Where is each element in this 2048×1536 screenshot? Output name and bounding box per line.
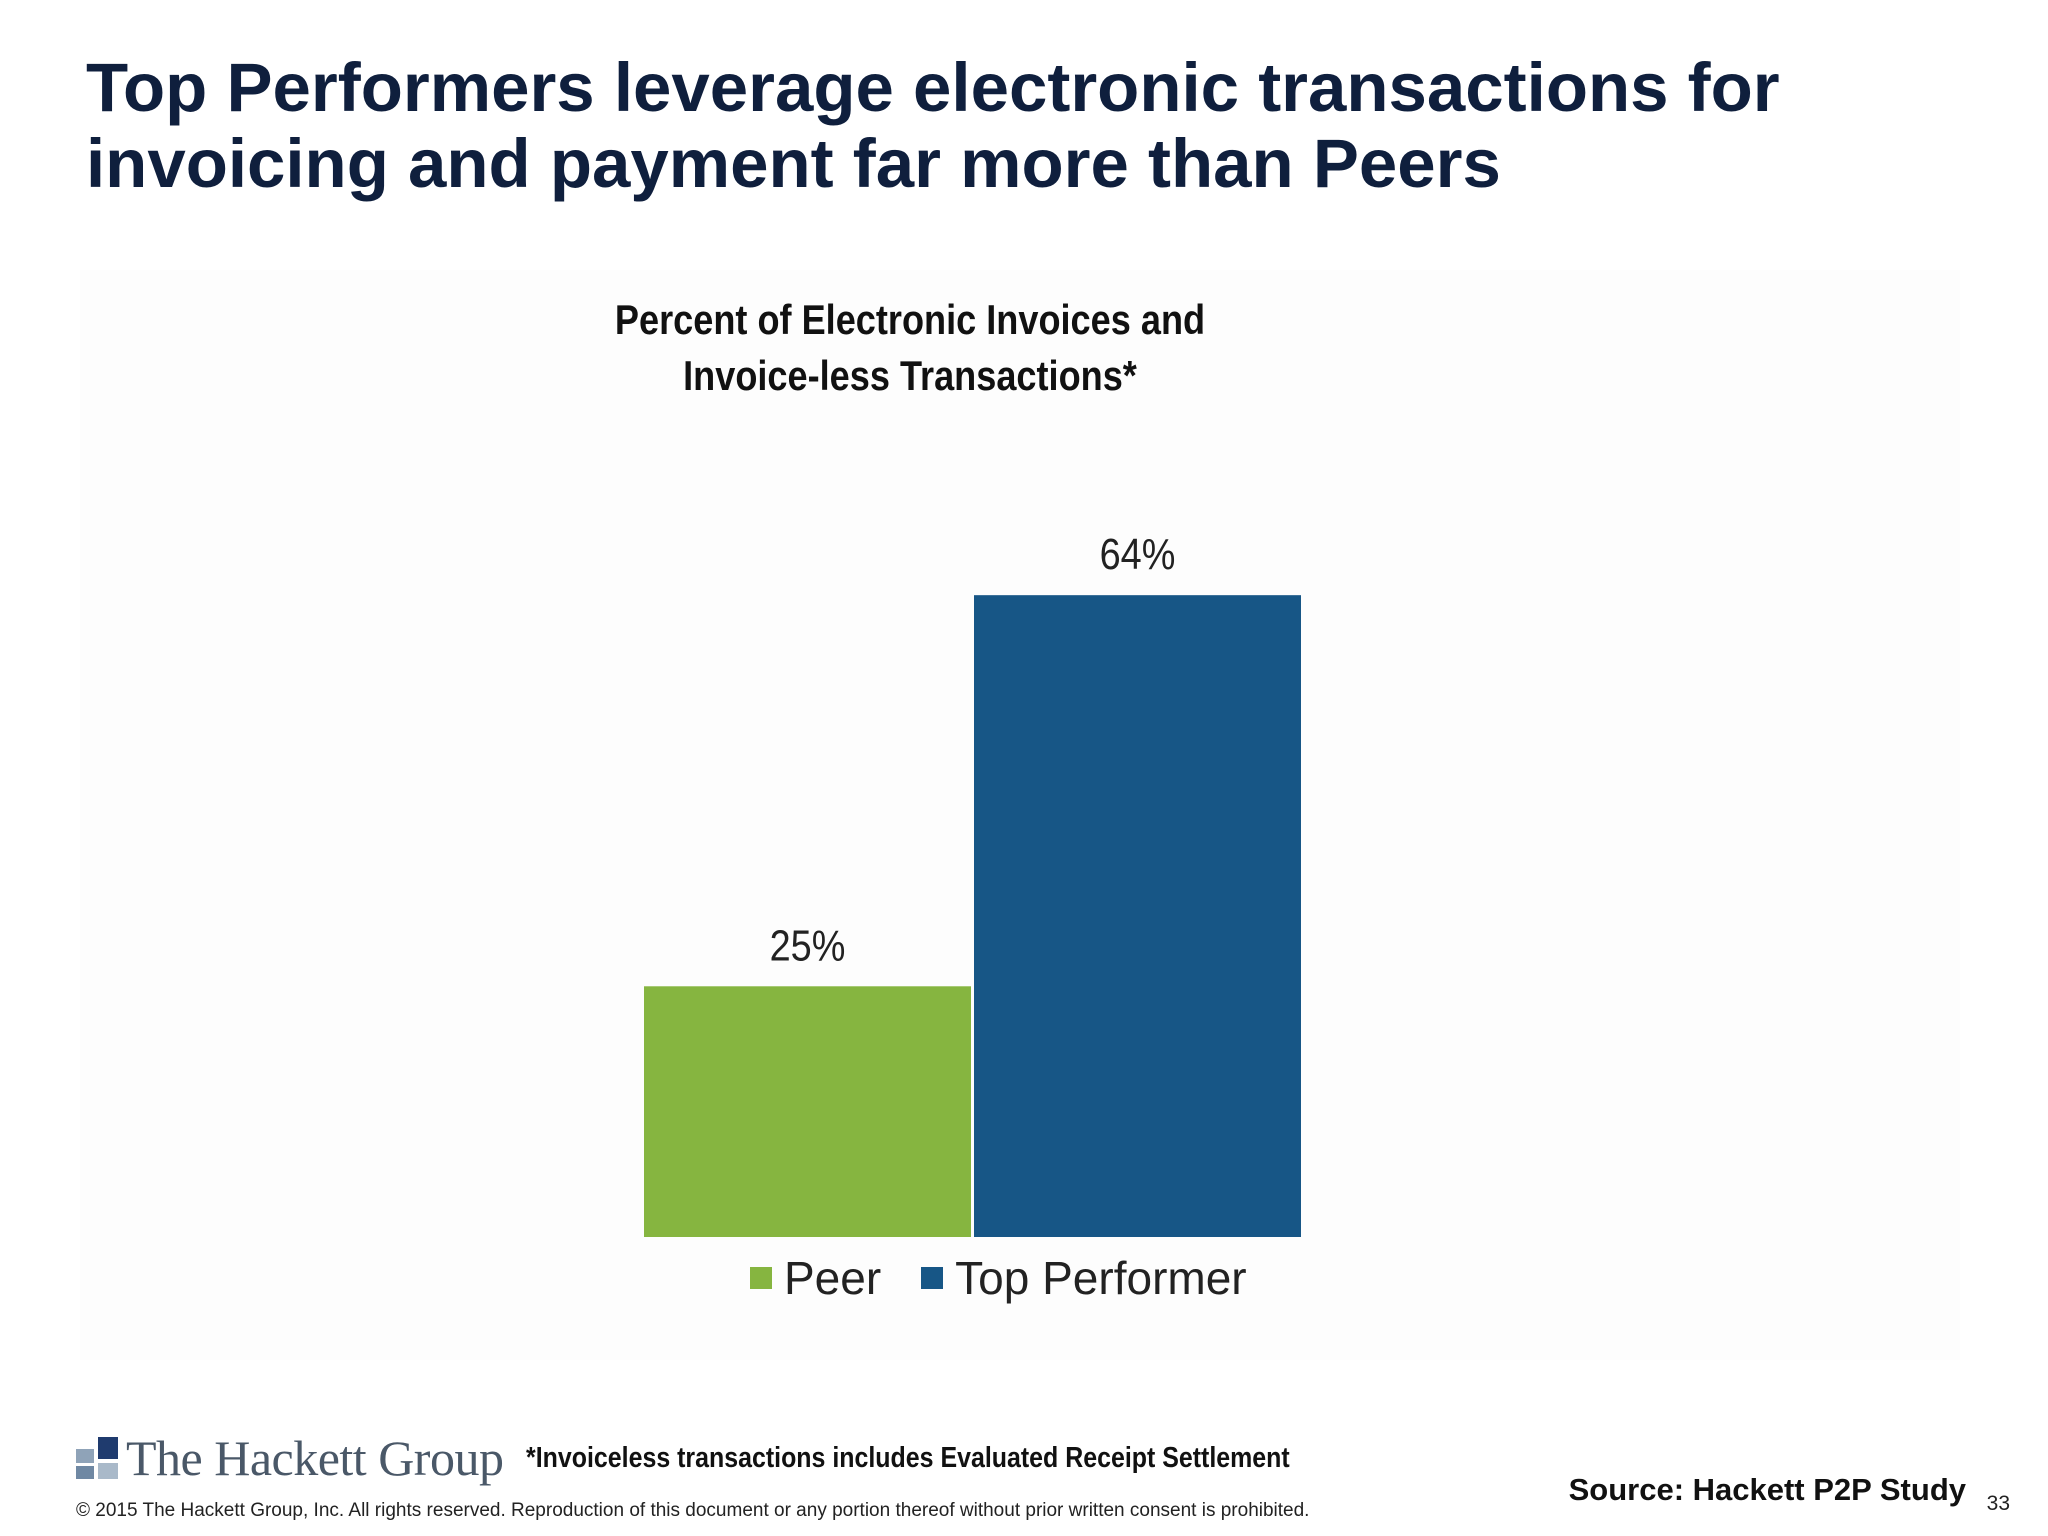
slide-title-line-1: Top Performers leverage electronic trans… (86, 49, 1780, 126)
legend-swatch-peer (750, 1267, 772, 1289)
bar-label-top-performer: 64% (1100, 529, 1176, 578)
chart-title-line-1: Percent of Electronic Invoices and (614, 296, 1206, 343)
copyright-notice: © 2015 The Hackett Group, Inc. All right… (76, 1500, 1310, 1521)
bar-peer (644, 986, 971, 1237)
chart-legend: Peer Top Performer (750, 1248, 1287, 1308)
legend-item-peer: Peer (750, 1251, 881, 1305)
hackett-logo-icon (76, 1437, 118, 1479)
slide-title-line-2: invoicing and payment far more than Peer… (86, 125, 1501, 202)
legend-label-peer: Peer (784, 1252, 882, 1304)
chart-title-line-2: Invoice-less Transactions* (683, 352, 1137, 399)
legend-swatch-top-performer (921, 1267, 944, 1289)
bar-label-peer: 25% (770, 921, 846, 970)
page-number: 33 (1986, 1492, 2010, 1515)
footnote: *Invoiceless transactions includes Evalu… (526, 1442, 1290, 1474)
hackett-logo: The Hackett Group (76, 1428, 504, 1488)
slide-title: Top Performers leverage electronic trans… (86, 50, 1986, 202)
chart-title: Percent of Electronic Invoices and Invoi… (609, 292, 1211, 404)
legend-item-top-performer: Top Performer (921, 1251, 1247, 1305)
hackett-logo-text: The Hackett Group (126, 1430, 504, 1486)
source-note: Source: Hackett P2P Study (1568, 1472, 1966, 1507)
bar-top-performer (974, 595, 1301, 1237)
legend-label-top-performer: Top Performer (955, 1252, 1247, 1304)
